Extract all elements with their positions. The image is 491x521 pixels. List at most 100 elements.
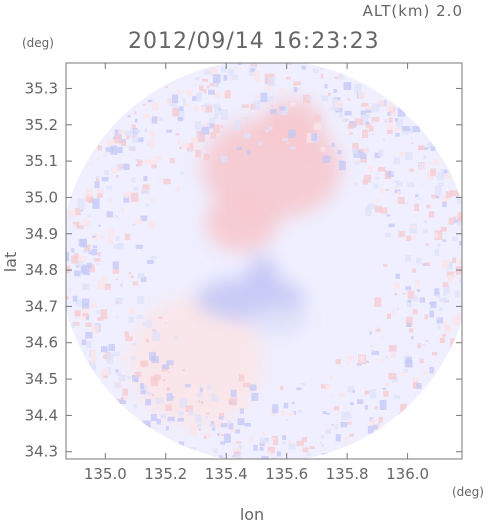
- clutter-cell: [174, 344, 181, 349]
- clutter-cell: [286, 142, 289, 145]
- clutter-cell: [165, 426, 169, 431]
- clutter-cell: [412, 377, 419, 385]
- clutter-cell: [192, 137, 198, 142]
- clutter-cell: [102, 368, 109, 376]
- clutter-cell: [120, 283, 123, 287]
- clutter-cell: [280, 139, 284, 141]
- clutter-cell: [66, 296, 70, 300]
- clutter-cell: [176, 90, 184, 95]
- clutter-cell: [108, 344, 116, 351]
- clutter-cell: [411, 268, 416, 273]
- clutter-cell: [127, 115, 131, 118]
- clutter-cell: [467, 261, 471, 264]
- clutter-cell: [91, 304, 95, 308]
- clutter-cell: [97, 251, 101, 257]
- clutter-cell: [164, 86, 168, 89]
- clutter-cell: [96, 157, 100, 161]
- clutter-cell: [376, 429, 382, 433]
- clutter-cell: [347, 362, 351, 366]
- clutter-cell: [82, 218, 88, 223]
- clutter-cell: [388, 223, 395, 228]
- clutter-cell: [255, 78, 261, 82]
- clutter-cell: [128, 316, 135, 323]
- clutter-cell: [457, 212, 462, 222]
- clutter-cell: [134, 111, 137, 115]
- clutter-cell: [147, 99, 153, 103]
- clutter-cell: [236, 441, 241, 444]
- clutter-cell: [199, 388, 204, 392]
- clutter-cell: [443, 170, 448, 174]
- clutter-cell: [411, 235, 416, 240]
- clutter-cell: [293, 81, 302, 86]
- clutter-cell: [220, 109, 229, 121]
- clutter-cell: [155, 155, 162, 161]
- clutter-cell: [77, 198, 85, 210]
- clutter-cell: [361, 129, 369, 138]
- clutter-cell: [379, 358, 384, 363]
- clutter-cell: [371, 349, 374, 353]
- clutter-cell: [389, 171, 392, 175]
- clutter-cell: [349, 414, 352, 419]
- clutter-cell: [101, 176, 109, 182]
- clutter-cell: [133, 129, 141, 133]
- clutter-cell: [181, 368, 185, 372]
- clutter-cell: [75, 207, 81, 216]
- y-tick-label: 35.1: [25, 152, 58, 170]
- clutter-cell: [409, 223, 417, 234]
- clutter-cell: [125, 336, 133, 341]
- clutter-cell: [167, 372, 171, 374]
- clutter-cell: [441, 259, 450, 269]
- clutter-cell: [108, 198, 113, 202]
- clutter-cell: [285, 419, 289, 422]
- clutter-cell: [347, 385, 355, 393]
- clutter-cell: [213, 448, 218, 454]
- clutter-cell: [172, 107, 179, 117]
- clutter-cell: [218, 413, 225, 418]
- clutter-cell: [177, 110, 185, 121]
- clutter-cell: [185, 104, 190, 108]
- clutter-cell: [163, 407, 167, 410]
- clutter-cell: [120, 397, 125, 402]
- clutter-cell: [162, 379, 166, 382]
- y-tick-label: 34.7: [25, 297, 58, 315]
- clutter-cell: [120, 207, 125, 212]
- clutter-cell: [288, 63, 292, 65]
- clutter-cell: [123, 395, 129, 401]
- clutter-cell: [145, 191, 148, 194]
- clutter-cell: [122, 388, 128, 397]
- clutter-cell: [260, 92, 268, 103]
- clutter-cell: [101, 276, 108, 283]
- clutter-cell: [373, 424, 378, 430]
- clutter-cell: [220, 423, 228, 428]
- x-tick-label: 135.0: [84, 465, 127, 483]
- clutter-cell: [347, 421, 352, 425]
- clutter-cell: [214, 92, 221, 98]
- clutter-cell: [253, 100, 261, 110]
- clutter-cell: [446, 271, 455, 277]
- clutter-cell: [383, 119, 388, 123]
- clutter-cell: [320, 67, 324, 71]
- clutter-cell: [148, 341, 157, 348]
- clutter-cell: [296, 440, 304, 446]
- clutter-cell: [103, 154, 107, 157]
- clutter-cell: [137, 159, 143, 167]
- clutter-cell: [192, 95, 199, 102]
- clutter-cell: [135, 109, 138, 111]
- clutter-cell: [335, 358, 341, 365]
- clutter-cell: [242, 382, 250, 388]
- clutter-cell: [231, 455, 236, 458]
- clutter-cell: [361, 102, 369, 108]
- clutter-cell: [112, 261, 119, 270]
- clutter-cell: [253, 444, 258, 451]
- clutter-cell: [440, 226, 447, 232]
- clutter-cell: [239, 67, 243, 70]
- clutter-cell: [106, 185, 113, 190]
- clutter-cell: [434, 288, 440, 294]
- clutter-cell: [329, 375, 333, 380]
- clutter-cell: [188, 446, 197, 456]
- clutter-cell: [353, 160, 356, 163]
- clutter-cell: [86, 315, 90, 321]
- clutter-cell: [198, 428, 202, 431]
- clutter-cell: [423, 229, 428, 234]
- clutter-cell: [279, 106, 286, 111]
